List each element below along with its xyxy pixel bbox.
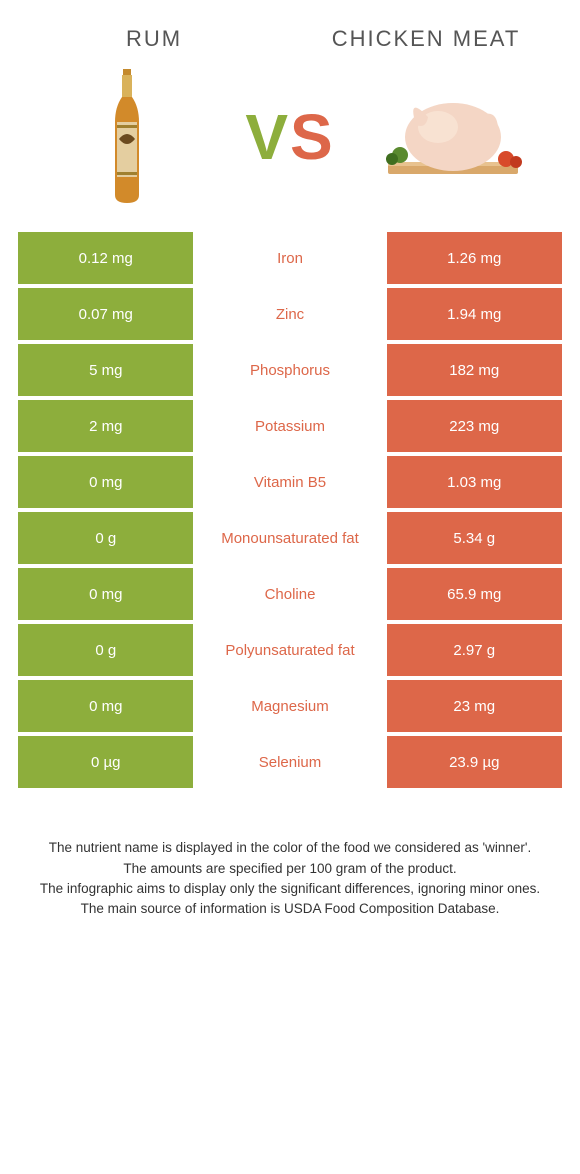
table-row: 5 mgPhosphorus182 mg: [18, 344, 562, 396]
right-value: 23.9 µg: [387, 736, 562, 788]
right-value: 2.97 g: [387, 624, 562, 676]
table-row: 0 gPolyunsaturated fat2.97 g: [18, 624, 562, 676]
left-value: 0 g: [18, 624, 193, 676]
nutrient-label: Polyunsaturated fat: [193, 624, 386, 676]
table-row: 0.07 mgZinc1.94 mg: [18, 288, 562, 340]
chicken-meat-icon: [378, 77, 528, 197]
nutrient-label: Potassium: [193, 400, 386, 452]
table-row: 0 mgCholine65.9 mg: [18, 568, 562, 620]
right-value: 65.9 mg: [387, 568, 562, 620]
right-title: CHICKEN MEAT: [290, 20, 562, 52]
right-value: 182 mg: [387, 344, 562, 396]
nutrient-label: Iron: [193, 232, 386, 284]
nutrient-label: Selenium: [193, 736, 386, 788]
footer-line-4: The main source of information is USDA F…: [28, 899, 552, 919]
nutrient-table: 0.12 mgIron1.26 mg0.07 mgZinc1.94 mg5 mg…: [18, 232, 562, 788]
infographic-container: RUM CHICKEN MEAT VS: [0, 0, 580, 949]
images-row: VS: [18, 62, 562, 212]
left-value: 0 mg: [18, 680, 193, 732]
footer-notes: The nutrient name is displayed in the co…: [18, 838, 562, 919]
nutrient-label: Vitamin B5: [193, 456, 386, 508]
table-row: 2 mgPotassium223 mg: [18, 400, 562, 452]
table-row: 0 µgSelenium23.9 µg: [18, 736, 562, 788]
nutrient-label: Magnesium: [193, 680, 386, 732]
left-value: 0 mg: [18, 456, 193, 508]
table-row: 0 mgMagnesium23 mg: [18, 680, 562, 732]
nutrient-label: Monounsaturated fat: [193, 512, 386, 564]
header-row: RUM CHICKEN MEAT: [18, 20, 562, 52]
footer-line-3: The infographic aims to display only the…: [28, 879, 552, 899]
left-title: RUM: [18, 20, 290, 52]
nutrient-label: Phosphorus: [193, 344, 386, 396]
right-value: 1.94 mg: [387, 288, 562, 340]
right-value: 23 mg: [387, 680, 562, 732]
left-image: [18, 62, 235, 212]
left-value: 0 µg: [18, 736, 193, 788]
right-value: 223 mg: [387, 400, 562, 452]
vs-s: S: [290, 101, 335, 173]
left-value: 0.12 mg: [18, 232, 193, 284]
nutrient-label: Zinc: [193, 288, 386, 340]
vs-label: VS: [245, 100, 334, 174]
vs-v: V: [245, 101, 290, 173]
left-value: 5 mg: [18, 344, 193, 396]
right-image: [345, 62, 562, 212]
right-value: 5.34 g: [387, 512, 562, 564]
left-value: 0.07 mg: [18, 288, 193, 340]
left-value: 0 g: [18, 512, 193, 564]
table-row: 0 mgVitamin B51.03 mg: [18, 456, 562, 508]
right-value: 1.03 mg: [387, 456, 562, 508]
rum-bottle-icon: [107, 67, 147, 207]
footer-line-1: The nutrient name is displayed in the co…: [28, 838, 552, 858]
table-row: 0 gMonounsaturated fat5.34 g: [18, 512, 562, 564]
table-row: 0.12 mgIron1.26 mg: [18, 232, 562, 284]
nutrient-label: Choline: [193, 568, 386, 620]
right-value: 1.26 mg: [387, 232, 562, 284]
footer-line-2: The amounts are specified per 100 gram o…: [28, 859, 552, 879]
left-value: 0 mg: [18, 568, 193, 620]
left-value: 2 mg: [18, 400, 193, 452]
